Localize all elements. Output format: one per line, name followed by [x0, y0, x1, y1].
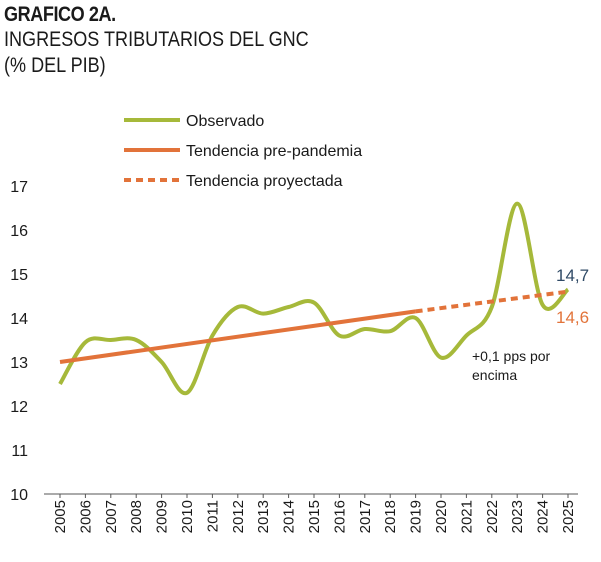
y-tick-label: 15 — [10, 267, 28, 284]
x-tick-label: 2006 — [77, 500, 94, 533]
series-line-observado — [58, 201, 570, 396]
x-tick-label: 2015 — [306, 500, 323, 533]
x-tick-label: 2018 — [382, 500, 399, 533]
x-tick-label: 2007 — [103, 500, 120, 533]
end-label-observado: 14,7 — [556, 266, 589, 285]
x-tick-label: 2013 — [255, 500, 272, 533]
x-tick-label: 2010 — [179, 500, 196, 533]
y-tick-label: 16 — [10, 223, 28, 240]
legend: Observado Tendencia pre-pandemia Tendencia… — [124, 113, 362, 190]
chart-subtitle: INGRESOS TRIBUTARIOS DEL GNC — [4, 28, 309, 51]
x-axis-ticks: 2005 2006 2007 2008 2009 2010 2011 2012 2013 2014… — [52, 494, 577, 533]
x-tick-label: 2019 — [408, 500, 425, 533]
x-tick-label: 2024 — [535, 500, 552, 533]
x-tick-label: 2020 — [433, 500, 450, 533]
end-labels: 14,7 14,6 +0,1 pps por encima — [472, 266, 589, 383]
series-line-tendencia-pre-pandemia — [59, 309, 416, 364]
x-tick-label: 2009 — [154, 500, 171, 533]
x-tick-label: 2021 — [458, 500, 475, 533]
y-tick-label: 17 — [10, 179, 28, 196]
x-tick-label: 2005 — [52, 500, 69, 533]
x-tick-label: 2025 — [560, 500, 577, 533]
title-block: GRAFICO 2A. INGRESOS TRIBUTARIOS DEL GNC… — [4, 2, 358, 79]
x-tick-label: 2022 — [484, 500, 501, 533]
legend-label: Observado — [186, 113, 264, 130]
annotation-line-1: +0,1 pps por — [472, 348, 551, 364]
y-tick-label: 11 — [11, 443, 28, 460]
y-axis-ticks: 10 11 12 13 14 15 16 17 — [10, 179, 28, 504]
series-group — [58, 201, 570, 396]
x-tick-label: 2012 — [230, 500, 247, 533]
y-tick-label: 13 — [10, 355, 28, 372]
chart-unit: (% DEL PIB) — [4, 54, 106, 77]
x-tick-label: 2011 — [204, 500, 221, 532]
y-tick-label: 14 — [10, 311, 28, 328]
x-tick-label: 2023 — [509, 500, 526, 533]
legend-label: Tendencia pre-pandemia — [186, 143, 362, 160]
x-tick-label: 2014 — [281, 500, 298, 533]
y-tick-label: 10 — [10, 487, 28, 504]
series-line-tendencia-proyectada — [415, 289, 569, 314]
x-tick-label: 2008 — [128, 500, 145, 533]
x-tick-label: 2016 — [331, 500, 348, 533]
x-tick-label: 2017 — [357, 500, 374, 533]
y-tick-label: 12 — [10, 399, 28, 416]
chart-title: GRAFICO 2A. — [4, 3, 116, 26]
end-label-tendencia: 14,6 — [556, 308, 589, 327]
legend-label: Tendencia proyectada — [186, 173, 343, 190]
annotation-line-2: encima — [472, 367, 517, 383]
